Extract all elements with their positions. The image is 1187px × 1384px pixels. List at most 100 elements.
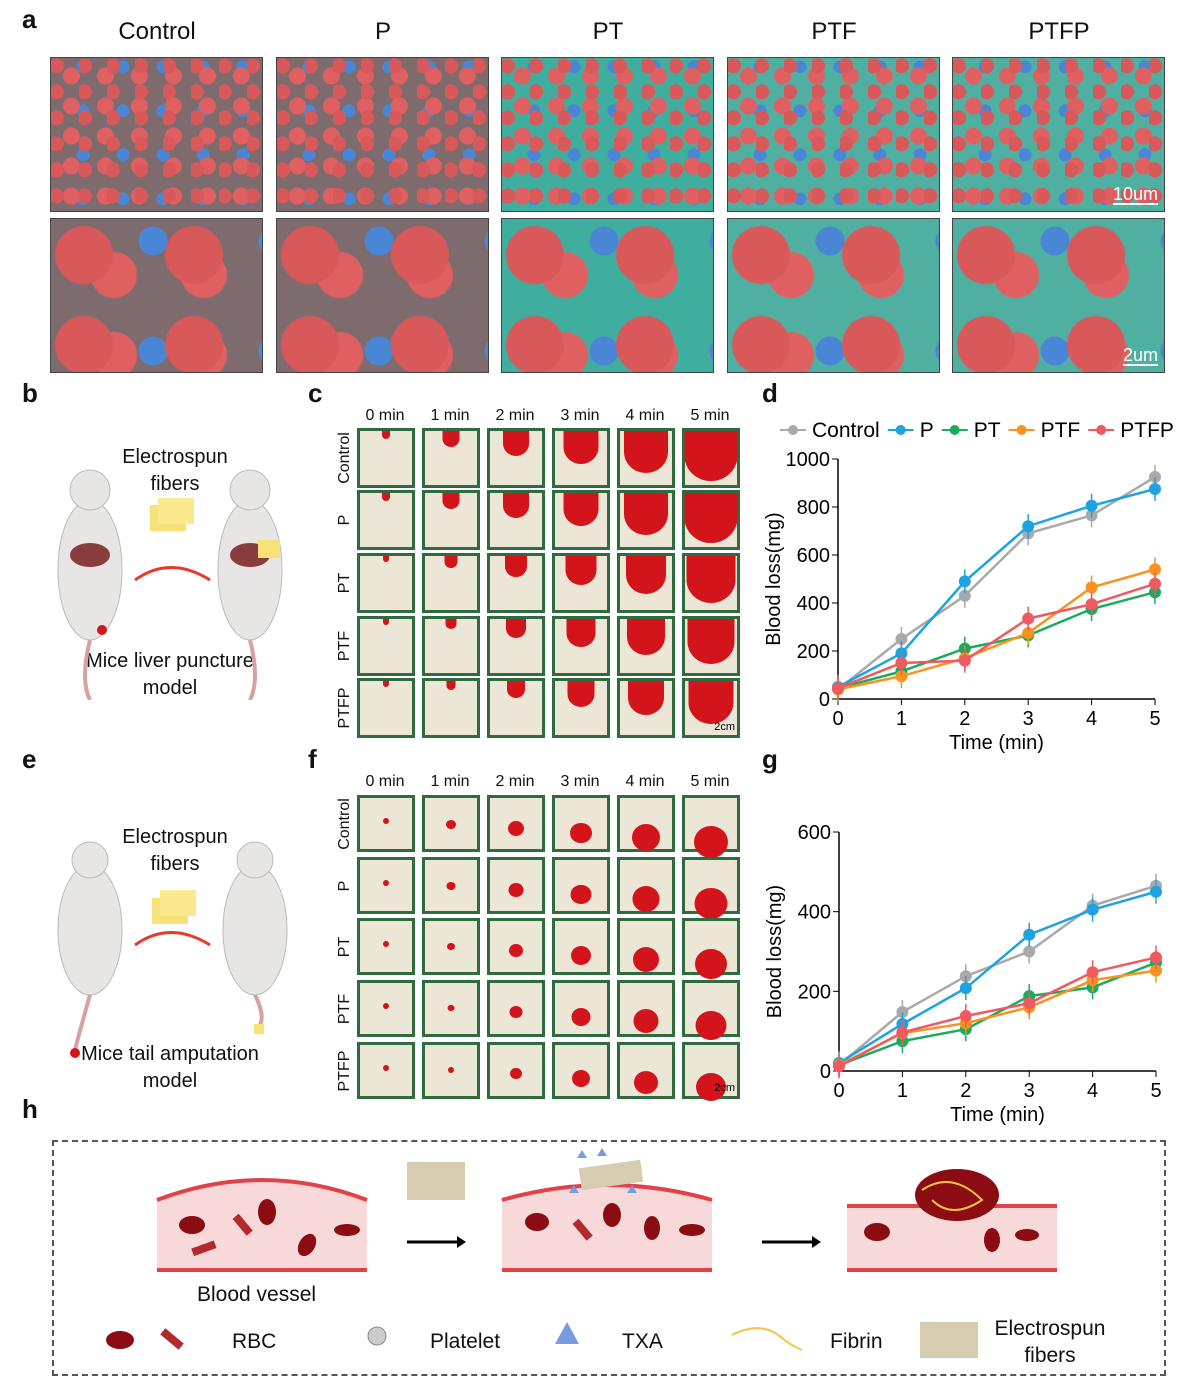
time-header: 4 min [625,407,665,424]
gauze-pad [425,431,477,485]
time-header: 2 min [495,773,535,790]
blood-stain [695,948,727,979]
photo-cell [487,490,545,550]
blood-stain [628,681,664,716]
mouse-icon [57,841,123,1058]
data-point-PTFP [959,1010,972,1023]
data-point-PTFP [832,682,844,695]
photo-cell [617,428,675,488]
gauze-pad [620,431,672,485]
photo-cell [617,1042,675,1099]
data-point-PTFP [958,654,971,667]
data-point-PTF [1150,964,1162,977]
x-tick-label: 5 [1149,708,1160,730]
y-tick-label: 400 [798,902,831,924]
blood-stain [696,1072,726,1101]
arrow-icon [134,566,211,582]
gauze-pad [685,619,737,673]
time-header: 4 min [625,773,665,790]
photo-cell [357,428,415,488]
gauze-pad [360,556,412,610]
gauze-pad [555,983,607,1034]
gauze-pad [425,798,477,849]
photo-cell [422,616,480,676]
blood-stain [632,824,660,851]
blood-stain [570,884,592,905]
gauze-pad [555,619,607,673]
y-axis-label: Blood loss(mg) [764,885,786,1018]
y-tick-label: 600 [798,822,831,844]
photo-cell [487,918,545,975]
blood-stain [571,945,591,965]
gauze-pad [490,983,542,1034]
arrow-icon [457,1236,466,1248]
gauze-pad [620,860,672,912]
x-tick-label: 3 [1024,1080,1035,1102]
photo-cell [487,616,545,676]
panel-label-c: c [308,378,323,408]
series-line-Control [837,475,1156,691]
blood-stain [633,1009,659,1033]
photo-cell [617,490,675,550]
time-header: 3 min [560,773,600,790]
blood-stain [563,493,599,527]
blood-stain [383,818,389,824]
photo-cell [617,795,675,852]
blood-stain [507,681,525,699]
gauze-pad [685,556,737,610]
photo-cell [487,1042,545,1099]
data-point-Control [895,633,908,645]
blood-stain [508,883,524,898]
series-line-P [837,487,1156,689]
data-point-Control [958,589,971,602]
photo-cell [552,553,610,613]
blood-stain [444,556,458,569]
gauze-pad [490,798,542,849]
data-point-PTFP [895,657,908,669]
photo-cell [357,1042,415,1099]
data-point-P [1085,499,1098,512]
gauze-pad [555,1045,607,1096]
photo-cell [617,918,675,975]
gauze-pad [555,431,607,485]
blood-stain [383,880,389,886]
series-line-PT [837,590,1156,690]
row-label: PT [336,936,353,957]
data-point-PTFP [1085,598,1098,611]
blood-stain [634,1071,658,1094]
photo-cell [422,678,480,738]
gauze-pad [490,681,542,735]
sem-image-high-mag [50,218,263,373]
blood-stain [627,619,665,656]
mechanism-diagram [106,1148,1057,1358]
gauze-pad [685,983,737,1040]
photo-cell [552,918,610,975]
time-header: 0 min [365,773,405,790]
data-point-PTFP [833,1060,845,1073]
legend-label: PTF [1041,419,1081,442]
time-header: 1 min [430,407,470,424]
data-point-PTF [1149,563,1161,576]
photo-cell [682,918,740,979]
scale-bar: 2um [1122,345,1158,366]
series-line-Control [838,884,1157,1066]
blood-stain [448,1066,454,1073]
arrow-icon [134,931,211,947]
vessel-stage-1 [156,1178,368,1272]
gauze-pad [360,619,412,673]
blood-stain [506,619,526,638]
photo-cell [357,980,415,1037]
gauze-pad [684,493,738,547]
series-line-P [838,890,1157,1065]
gauze-pad [425,860,477,911]
data-point-PTF [895,670,908,683]
photo-cell [487,428,545,488]
data-point-PTFP [1150,951,1162,964]
panel-label-a: a [22,4,37,34]
legend-txa-icon [555,1322,579,1344]
blood-stain [446,881,456,891]
x-tick-label: 2 [959,708,970,730]
sem-image-low-mag [501,57,714,212]
gauze-pad [490,556,542,610]
panel-label-h: h [22,1094,38,1124]
